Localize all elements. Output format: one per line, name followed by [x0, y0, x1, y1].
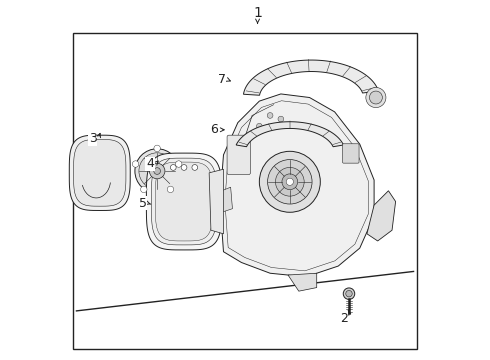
Circle shape: [132, 161, 139, 167]
Circle shape: [175, 161, 182, 167]
Circle shape: [256, 123, 262, 129]
Circle shape: [171, 165, 176, 170]
Circle shape: [141, 186, 147, 193]
Circle shape: [154, 168, 161, 174]
Circle shape: [346, 291, 352, 297]
Text: 3: 3: [89, 132, 97, 145]
Circle shape: [268, 159, 312, 204]
Text: 1: 1: [253, 6, 262, 20]
Text: 5: 5: [139, 197, 147, 210]
Polygon shape: [220, 94, 374, 277]
Circle shape: [192, 165, 197, 170]
Circle shape: [135, 149, 179, 193]
Circle shape: [259, 151, 320, 212]
FancyBboxPatch shape: [175, 163, 186, 179]
Polygon shape: [209, 169, 223, 234]
Polygon shape: [236, 122, 343, 147]
FancyBboxPatch shape: [227, 135, 250, 175]
Circle shape: [275, 167, 304, 196]
Bar: [73, 33, 417, 348]
Circle shape: [343, 288, 355, 300]
Circle shape: [267, 113, 273, 118]
Text: 4: 4: [146, 157, 154, 170]
Polygon shape: [155, 162, 213, 241]
Text: 6: 6: [211, 123, 219, 136]
Polygon shape: [244, 60, 378, 95]
Polygon shape: [221, 187, 232, 212]
Circle shape: [286, 178, 294, 185]
Polygon shape: [74, 139, 126, 206]
Text: 2: 2: [340, 311, 347, 325]
Circle shape: [282, 174, 298, 190]
FancyBboxPatch shape: [343, 144, 359, 163]
Circle shape: [149, 163, 165, 179]
Polygon shape: [151, 158, 217, 245]
Polygon shape: [367, 191, 395, 241]
Circle shape: [366, 87, 386, 108]
Polygon shape: [288, 273, 317, 291]
Circle shape: [167, 186, 173, 193]
Circle shape: [278, 116, 284, 122]
Text: 7: 7: [218, 73, 226, 86]
Circle shape: [154, 145, 160, 152]
Circle shape: [369, 91, 382, 104]
Polygon shape: [69, 135, 130, 211]
Polygon shape: [147, 153, 221, 250]
Circle shape: [181, 165, 187, 170]
Circle shape: [139, 153, 175, 189]
